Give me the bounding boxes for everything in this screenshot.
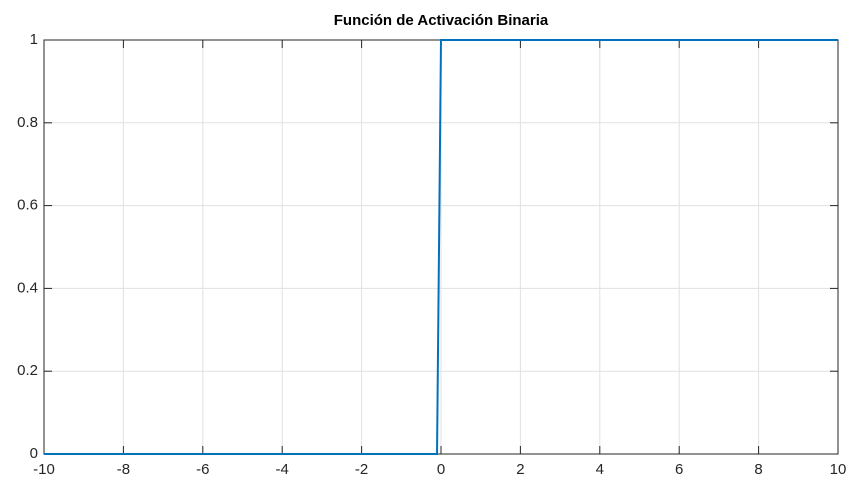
chart-title: Función de Activación Binaria bbox=[334, 12, 549, 29]
line bbox=[44, 39, 838, 455]
x-tick-label: -4 bbox=[276, 461, 289, 478]
x-tick-label: 4 bbox=[596, 461, 604, 478]
x-tick-label: -6 bbox=[196, 461, 209, 478]
x-tick-label: 2 bbox=[516, 461, 524, 478]
x-tick-label: 8 bbox=[754, 461, 762, 478]
x-tick-label: 0 bbox=[437, 461, 445, 478]
x-tick-label: 10 bbox=[830, 461, 847, 478]
x-tick-label: 6 bbox=[675, 461, 683, 478]
y-tick-label: 0.6 bbox=[17, 197, 38, 214]
y-tick-label: 0 bbox=[30, 445, 38, 462]
x-tick-label: -10 bbox=[33, 461, 55, 478]
y-tick-label: 1 bbox=[30, 31, 38, 48]
y-tick-label: 0.2 bbox=[17, 362, 38, 379]
x-tick-label: -8 bbox=[117, 461, 130, 478]
y-tick-label: 0.4 bbox=[17, 279, 38, 296]
y-tick-label: 0.8 bbox=[17, 114, 38, 131]
x-tick-label: -2 bbox=[355, 461, 368, 478]
